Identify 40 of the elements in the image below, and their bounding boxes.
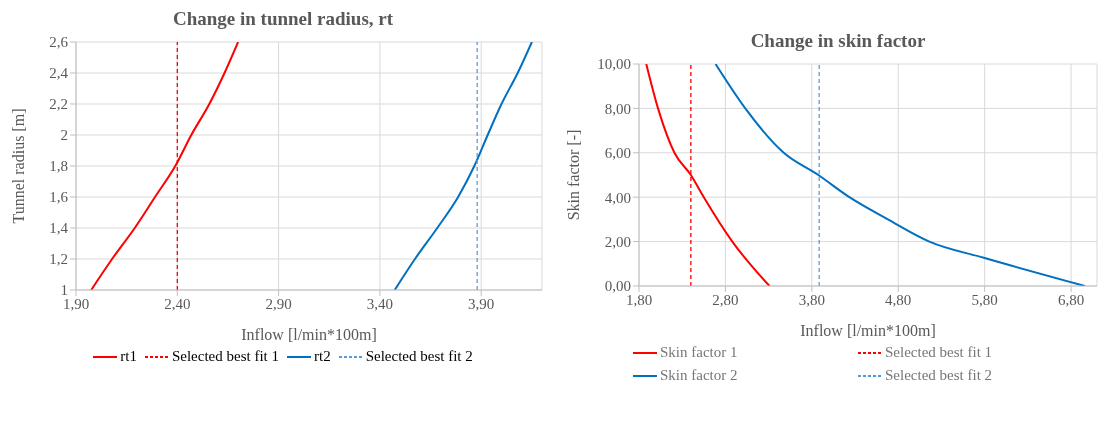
- x-axis-title: Inflow [l/min*100m]: [241, 326, 377, 343]
- y-tick-label: 2,6: [49, 34, 69, 51]
- y-tick-label: 1,6: [49, 189, 69, 206]
- legend-label: rt1: [120, 348, 137, 365]
- x-tick-label: 3,40: [366, 295, 394, 312]
- legend-label: Skin factor 2: [660, 367, 738, 384]
- y-tick-label: 6,00: [604, 145, 631, 162]
- y-tick-label: 2: [60, 127, 68, 144]
- y-tick-label: 10,00: [597, 56, 631, 73]
- legend-label: rt2: [314, 348, 331, 365]
- legend-label: Selected best fit 2: [885, 367, 993, 384]
- y-tick-label: 2,00: [604, 233, 631, 250]
- x-tick-label: 4,80: [885, 291, 912, 308]
- y-tick-label: 1,8: [49, 158, 68, 175]
- x-tick-label: 2,90: [265, 295, 292, 312]
- line-series: [714, 64, 1086, 286]
- chart-title: Change in tunnel radius, rt: [171, 8, 395, 30]
- y-tick-label: 2,2: [49, 96, 68, 113]
- x-tick-label: 2,80: [712, 291, 739, 308]
- legend-label: Skin factor 1: [660, 344, 738, 361]
- y-tick-label: 2,4: [49, 65, 69, 82]
- y-tick-label: 8,00: [604, 100, 631, 117]
- y-tick-label: 4,00: [604, 189, 631, 206]
- line-series: [393, 42, 533, 290]
- x-tick-label: 5,80: [971, 291, 998, 308]
- line-series: [90, 42, 240, 290]
- y-tick-label: 1,4: [49, 220, 69, 237]
- x-tick-label: 6,80: [1057, 291, 1085, 308]
- legend-label: Selected best fit 1: [171, 348, 279, 365]
- y-axis-title: Tunnel radius [m]: [9, 108, 27, 224]
- x-axis-title: Inflow [l/min*100m]: [800, 322, 936, 339]
- x-tick-label: 3,80: [798, 291, 825, 308]
- legend-label: Selected best fit 2: [365, 348, 473, 365]
- line-series: [645, 64, 771, 286]
- x-tick-label: 3,90: [468, 295, 495, 312]
- chart-title: Change in skin factor: [749, 29, 927, 52]
- y-tick-label: 1,2: [49, 251, 68, 268]
- x-tick-label: 2,40: [164, 295, 191, 312]
- y-axis-title: Skin factor [-]: [564, 129, 582, 221]
- legend-label: Selected best fit 1: [885, 344, 993, 361]
